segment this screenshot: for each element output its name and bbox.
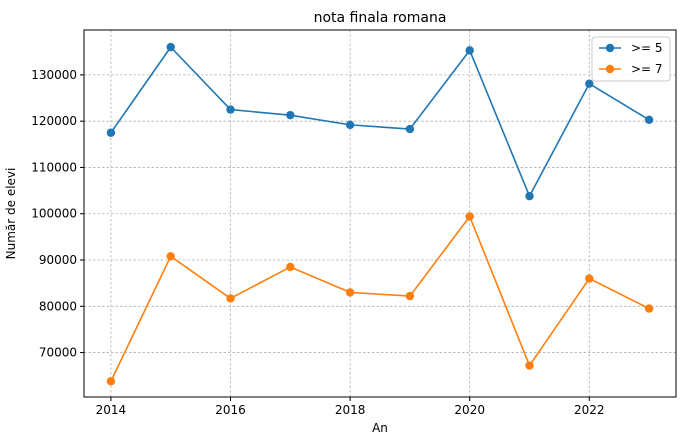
data-point	[525, 361, 534, 370]
x-tick-label: 2020	[454, 403, 485, 417]
data-point	[405, 124, 415, 134]
data-point	[465, 46, 474, 55]
series-2	[106, 212, 654, 386]
data-point	[525, 191, 534, 201]
series-layer	[106, 42, 654, 386]
data-point	[585, 274, 594, 283]
series-line	[110, 215, 650, 382]
chart-title: nota finala romana	[314, 10, 447, 26]
data-point	[345, 120, 355, 130]
data-point	[644, 304, 654, 313]
data-point	[166, 42, 175, 52]
data-point	[405, 291, 415, 301]
legend-label: >= 7	[631, 62, 663, 76]
data-point	[106, 377, 116, 386]
y-tick-label: 120000	[31, 114, 77, 128]
legend: >= 5 >= 7	[591, 36, 671, 82]
data-point	[166, 252, 175, 261]
legend-label: >= 5	[631, 41, 663, 55]
x-tick-label: 2018	[335, 403, 366, 417]
y-tick-label: 110000	[31, 160, 77, 174]
x-tick-label: 2016	[215, 403, 246, 417]
y-axis-label: Număr de elevi	[4, 168, 18, 260]
data-point	[106, 128, 116, 137]
data-point	[226, 294, 235, 303]
data-point	[345, 288, 355, 297]
legend-marker	[605, 43, 615, 53]
y-tick-label: 130000	[31, 68, 77, 82]
x-tick-label: 2014	[96, 403, 127, 417]
series-1	[106, 42, 654, 201]
x-tick-label: 2022	[574, 403, 605, 417]
data-point	[286, 110, 295, 120]
data-point	[465, 212, 474, 221]
data-point	[585, 79, 594, 88]
x-axis-label: An	[372, 421, 388, 435]
y-tick-label: 90000	[39, 253, 77, 267]
data-point	[644, 115, 654, 124]
series-line	[110, 46, 650, 197]
data-point	[226, 105, 235, 114]
y-tick-label: 80000	[39, 299, 77, 313]
legend-marker	[605, 64, 615, 74]
y-tick-label: 100000	[31, 207, 77, 221]
data-point	[286, 262, 295, 272]
y-tick-label: 70000	[39, 346, 77, 360]
tick-layer: 2014 2016 2018 2020 2022 70000 80000 90000 10000…	[31, 68, 604, 417]
